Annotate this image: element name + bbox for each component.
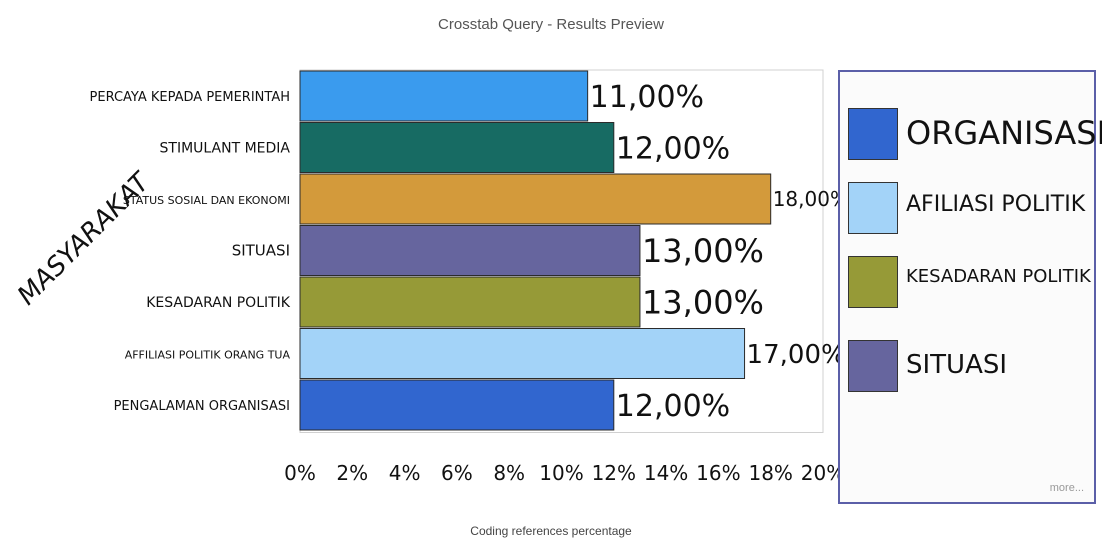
chart-legend: ORGANISASI AFILIASI POLITIK KESADARAN PO… — [838, 70, 1102, 504]
category-label: SITUASI — [232, 242, 290, 260]
x-tick-label: 2% — [336, 461, 368, 485]
legend-more-link[interactable]: more... — [1049, 482, 1084, 494]
legend-item-situasi[interactable]: SITUASI — [840, 340, 1094, 410]
legend-item-organisasi[interactable]: ORGANISASI — [840, 108, 1102, 178]
data-label: 18,00% — [773, 187, 849, 211]
legend-label: AFILIASI POLITIK — [906, 192, 1086, 217]
legend-label: ORGANISASI — [906, 114, 1102, 152]
x-tick-label: 12% — [592, 461, 636, 485]
legend-item-kesadaran-politik[interactable]: KESADARAN POLITIK — [840, 256, 1094, 326]
data-label: 13,00% — [642, 232, 764, 270]
bar — [299, 70, 589, 122]
x-tick-label: 18% — [748, 461, 792, 485]
category-label: STATUS SOSIAL DAN EKONOMI — [123, 194, 290, 207]
x-tick-label: 6% — [441, 461, 473, 485]
bar — [299, 173, 772, 225]
x-tick-label: 10% — [539, 461, 583, 485]
category-label: PERCAYA KEPADA PEMERINTAH — [90, 90, 290, 105]
bar — [299, 122, 615, 173]
legend-label: KESADARAN POLITIK — [906, 266, 1091, 287]
chart-title: Crosstab Query - Results Preview — [438, 16, 664, 33]
data-label: 12,00% — [616, 389, 730, 424]
bar — [299, 276, 641, 328]
category-label: PENGALAMAN ORGANISASI — [114, 399, 290, 414]
x-tick-label: 14% — [644, 461, 688, 485]
bar — [299, 225, 641, 276]
legend-swatch — [848, 256, 898, 308]
bar — [299, 379, 615, 431]
data-label: 17,00% — [747, 340, 846, 370]
category-label: KESADARAN POLITIK — [146, 295, 291, 311]
legend-swatch — [848, 340, 898, 392]
legend-swatch — [848, 108, 898, 160]
legend-label: SITUASI — [906, 350, 1008, 380]
legend-swatch — [848, 182, 898, 234]
x-axis-label: Coding references percentage — [470, 524, 632, 538]
data-label: 13,00% — [642, 284, 764, 322]
category-label: AFFILIASI POLITIK ORANG TUA — [125, 349, 291, 362]
x-tick-label: 16% — [696, 461, 740, 485]
x-tick-label: 8% — [493, 461, 525, 485]
data-label: 11,00% — [590, 80, 704, 115]
legend-item-afiliasi-politik[interactable]: AFILIASI POLITIK — [840, 182, 1094, 252]
data-label: 12,00% — [616, 131, 730, 166]
x-tick-label: 4% — [389, 461, 421, 485]
category-label: STIMULANT MEDIA — [160, 141, 291, 157]
x-tick-label: 20% — [801, 461, 845, 485]
bar — [299, 328, 746, 379]
x-tick-label: 0% — [284, 461, 316, 485]
